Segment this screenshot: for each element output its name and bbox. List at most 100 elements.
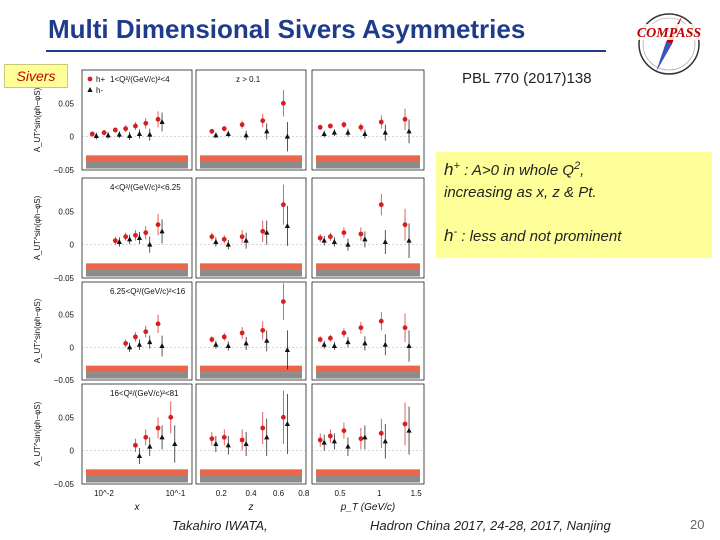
systematic-band-hminus (86, 475, 188, 483)
data-point-hminus (136, 341, 143, 347)
data-point-hminus (127, 236, 133, 242)
data-point-hminus (147, 443, 153, 449)
data-point-hminus (172, 441, 178, 446)
footer-event: Hadron China 2017, 24-28, 2017, Nanjing (370, 518, 611, 533)
y-tick-label: 0.05 (58, 413, 74, 422)
q2-bin-label: 1<Q²/(GeV/c)²<4 (110, 75, 170, 84)
data-point-hminus (225, 131, 231, 136)
data-point-hplus (260, 228, 266, 234)
asymmetry-figure: 0.05 0 −0.05 A_UT^sin(φh−φS) 1<Q²/(GeV/c)²<4… (33, 69, 425, 513)
hplus-text: : A>0 in whole Q (459, 162, 574, 179)
logo-ring (638, 13, 700, 75)
data-point-hplus (402, 325, 408, 331)
y-tick-label: −0.05 (54, 274, 75, 283)
systematic-band-hplus (86, 365, 188, 373)
data-point-hplus (327, 123, 333, 129)
x-axis-label: x (134, 502, 141, 513)
panel-frame (81, 383, 193, 485)
x-tick-label: 0.2 (216, 489, 228, 498)
systematic-band-hminus (316, 475, 420, 483)
data-point-hminus (345, 443, 351, 449)
data-point-hplus (341, 230, 347, 236)
hplus-exp: 2 (574, 160, 581, 172)
data-point-hplus (143, 230, 149, 236)
data-point-hplus (280, 202, 286, 208)
data-point-hplus (133, 334, 138, 340)
data-point-hplus (280, 414, 286, 420)
data-point-hminus (382, 341, 388, 347)
logo-needle-south (656, 42, 672, 72)
hminus-h: h (444, 226, 454, 245)
data-point-hplus (260, 118, 266, 124)
systematic-band-hplus (316, 155, 420, 162)
data-point-hplus (378, 430, 384, 436)
hminus-text: : less and not prominent (457, 228, 622, 245)
data-point-hplus (221, 236, 227, 242)
systematic-band-hminus (200, 269, 302, 277)
sivers-tag: Sivers (4, 64, 68, 88)
data-point-hminus (382, 438, 388, 444)
legend-label-hminus: h- (96, 86, 103, 95)
systematic-band-hplus (200, 365, 302, 373)
y-axis-label: A_UT^sin(φh−φS) (33, 401, 42, 466)
data-point-hminus (225, 343, 231, 349)
data-point-hminus (147, 241, 153, 247)
data-point-hplus (327, 234, 333, 240)
data-point-hplus (341, 122, 347, 128)
y-tick-label: 0.05 (58, 99, 74, 108)
data-point-hplus (317, 124, 323, 130)
data-point-hplus (378, 318, 384, 324)
data-point-hminus (345, 129, 351, 135)
data-point-hplus (358, 436, 364, 442)
data-point-hplus (402, 116, 408, 122)
panel-frame (81, 281, 193, 381)
data-point-hplus (143, 434, 149, 440)
data-point-hplus (89, 131, 95, 137)
data-point-hplus (280, 100, 286, 106)
data-point-hminus (406, 343, 412, 349)
systematic-band-hminus (86, 161, 188, 169)
data-point-hminus (406, 427, 412, 433)
hplus-tail: , (580, 162, 585, 179)
data-point-hminus (116, 239, 122, 244)
data-point-hminus (284, 346, 290, 352)
data-point-hplus (143, 329, 149, 335)
data-point-hminus (321, 131, 327, 136)
data-point-hplus (378, 202, 384, 208)
data-point-hplus (358, 231, 364, 237)
data-point-hminus (331, 129, 337, 135)
data-point-hplus (260, 327, 266, 333)
panel-frame (81, 177, 193, 279)
data-point-hplus (221, 126, 227, 132)
page-number: 20 (690, 517, 705, 532)
systematic-band-hplus (86, 469, 188, 476)
x-tick-label: 0.5 (334, 489, 346, 498)
data-point-hminus (159, 434, 165, 440)
data-point-hplus (317, 337, 323, 342)
data-point-hminus (159, 343, 165, 349)
data-point-hminus (105, 132, 111, 138)
data-point-hplus (260, 425, 266, 431)
data-point-hminus (362, 340, 368, 346)
data-point-hplus (101, 130, 107, 136)
data-point-hminus (331, 438, 337, 444)
logo-text: COMPASS (637, 26, 702, 41)
data-point-hminus (225, 442, 231, 448)
y-tick-label: 0 (70, 343, 75, 352)
data-point-hminus (264, 229, 270, 235)
data-point-hminus (213, 132, 219, 138)
x-tick-label: 1 (377, 489, 382, 498)
data-point-hminus (406, 128, 412, 134)
reference-label: PBL 770 (2017)138 (462, 70, 592, 87)
data-point-hminus (264, 337, 270, 343)
q2-bin-label: 16<Q²/(GeV/c)²<81 (110, 389, 179, 398)
hplus-sign: + (453, 160, 460, 172)
systematic-band-hminus (200, 161, 302, 169)
y-tick-label: 0 (70, 447, 75, 456)
data-point-hminus (321, 237, 327, 243)
systematic-band-hplus (200, 263, 302, 270)
y-tick-label: −0.05 (54, 376, 75, 385)
data-point-hminus (284, 421, 290, 426)
data-point-hminus (136, 453, 143, 458)
systematic-band-hminus (316, 161, 420, 169)
